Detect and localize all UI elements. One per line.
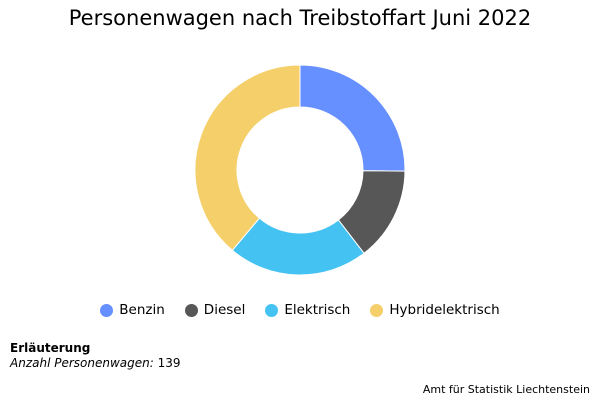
legend-marker-elektrisch (265, 303, 279, 317)
legend: Benzin Diesel Elektrisch Hybridelektrisc… (0, 302, 600, 318)
legend-item-diesel[interactable]: Diesel (184, 302, 246, 318)
note-line: Anzahl Personenwagen: 139 (10, 356, 181, 371)
legend-marker-diesel (184, 303, 198, 317)
legend-label-benzin: Benzin (119, 302, 165, 318)
note-heading: Erläuterung (10, 341, 91, 355)
legend-item-hybridelektrisch[interactable]: Hybridelektrisch (370, 302, 500, 318)
donut-slice-benzin[interactable] (299, 64, 406, 172)
legend-marker-hybridelektrisch (370, 303, 384, 317)
chart-title: Personenwagen nach Treibstoffart Juni 20… (68, 6, 532, 30)
note-value: 139 (157, 356, 181, 370)
source-credit: Amt für Statistik Liechtenstein (422, 383, 590, 396)
donut-slice-hybridelektrisch[interactable] (194, 64, 301, 251)
legend-label-diesel: Diesel (203, 302, 246, 318)
legend-label-hybridelektrisch: Hybridelektrisch (389, 302, 500, 318)
legend-item-benzin[interactable]: Benzin (100, 302, 165, 318)
legend-label-elektrisch: Elektrisch (284, 302, 351, 318)
explanation-note: Erläuterung Anzahl Personenwagen: 139 (10, 341, 181, 371)
legend-marker-benzin (100, 303, 114, 317)
legend-item-elektrisch[interactable]: Elektrisch (265, 302, 350, 318)
note-label: Anzahl Personenwagen: (10, 356, 154, 370)
